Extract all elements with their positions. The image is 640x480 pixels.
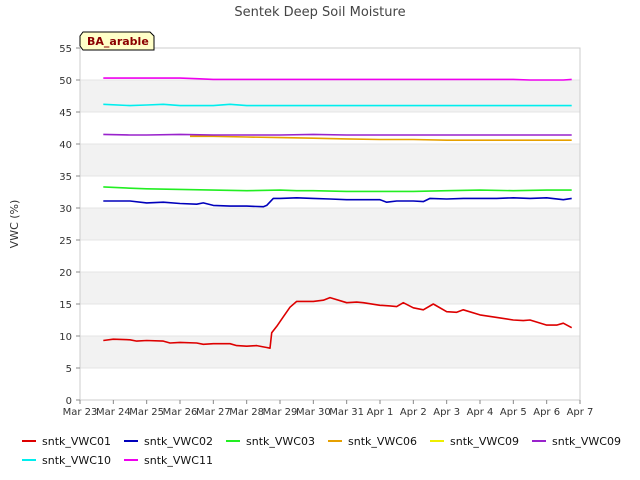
y-axis-label: VWC (%) — [8, 200, 21, 249]
x-tick-label: Mar 28 — [229, 407, 264, 418]
x-tick-label: Mar 31 — [329, 407, 364, 418]
x-tick-label: Mar 25 — [129, 407, 164, 418]
x-tick-label: Apr 7 — [567, 407, 594, 418]
x-tick-label: Apr 6 — [533, 407, 560, 418]
x-tick-label: Apr 2 — [400, 407, 427, 418]
x-tick-label: Mar 30 — [296, 407, 331, 418]
y-tick-label: 15 — [59, 300, 72, 311]
x-tick-label: Apr 3 — [433, 407, 460, 418]
grid-band — [80, 80, 580, 112]
legend: sntk_VWC01 sntk_VWC02 sntk_VWC03 sntk_VWC06… — [22, 435, 621, 467]
series-line-sntk_vwc03-2 — [103, 186, 572, 193]
site-badge-label: BA_arable — [87, 35, 149, 48]
grid-band — [80, 240, 580, 272]
series-line-sntk_vwc09-5 — [103, 133, 572, 136]
legend-label: sntk_VWC10 — [42, 454, 111, 467]
grid-band — [80, 272, 580, 304]
grid-band — [80, 208, 580, 240]
y-tick-label: 0 — [66, 396, 72, 407]
x-tick-label: Apr 1 — [367, 407, 394, 418]
x-tick-label: Mar 27 — [196, 407, 231, 418]
y-tick-label: 30 — [59, 204, 72, 215]
legend-label: sntk_VWC01 — [42, 435, 111, 448]
y-tick-label: 35 — [59, 172, 72, 183]
x-tick-label: Mar 29 — [263, 407, 298, 418]
grid-band — [80, 48, 580, 80]
y-tick-label: 40 — [59, 140, 72, 151]
y-tick-label: 25 — [59, 236, 72, 247]
x-tick-label: Mar 24 — [96, 407, 131, 418]
y-tick-label: 45 — [59, 108, 72, 119]
y-tick-label: 55 — [59, 44, 72, 55]
legend-label: sntk_VWC03 — [246, 435, 315, 448]
series-lines — [103, 77, 573, 350]
background-bands — [80, 47, 580, 401]
grid-band — [80, 144, 580, 176]
series-line-sntk_vwc10-6 — [103, 103, 572, 107]
y-tick-label: 20 — [59, 268, 72, 279]
legend-label: sntk_VWC09 — [552, 435, 621, 448]
x-tick-label: Mar 26 — [163, 407, 198, 418]
y-tick-label: 5 — [66, 364, 72, 375]
legend-label: sntk_VWC09 — [450, 435, 519, 448]
grid-band — [80, 304, 580, 336]
series-line-sntk_vwc11-7 — [103, 77, 572, 81]
y-tick-label: 10 — [59, 332, 72, 343]
series-line-sntk_vwc06-3 — [190, 135, 572, 141]
x-tick-label: Mar 23 — [63, 407, 98, 418]
plot-frame — [79, 47, 581, 401]
y-tick-label: 50 — [59, 76, 72, 87]
series-line-sntk_vwc02-1 — [103, 197, 572, 208]
site-badge: BA_arable — [79, 31, 155, 51]
grid-band — [80, 368, 580, 400]
x-tick-label: Apr 4 — [467, 407, 494, 418]
chart-title: Sentek Deep Soil Moisture — [234, 5, 405, 20]
y-axis-ticks: 0 5 10 15 20 25 30 35 40 45 50 55 — [59, 44, 80, 407]
x-tick-label: Apr 5 — [500, 407, 527, 418]
series-line-sntk_vwc01-0 — [103, 296, 573, 350]
legend-label: sntk_VWC11 — [144, 454, 213, 467]
legend-label: sntk_VWC02 — [144, 435, 213, 448]
site-badge-box — [79, 31, 155, 51]
legend-label: sntk_VWC06 — [348, 435, 417, 448]
